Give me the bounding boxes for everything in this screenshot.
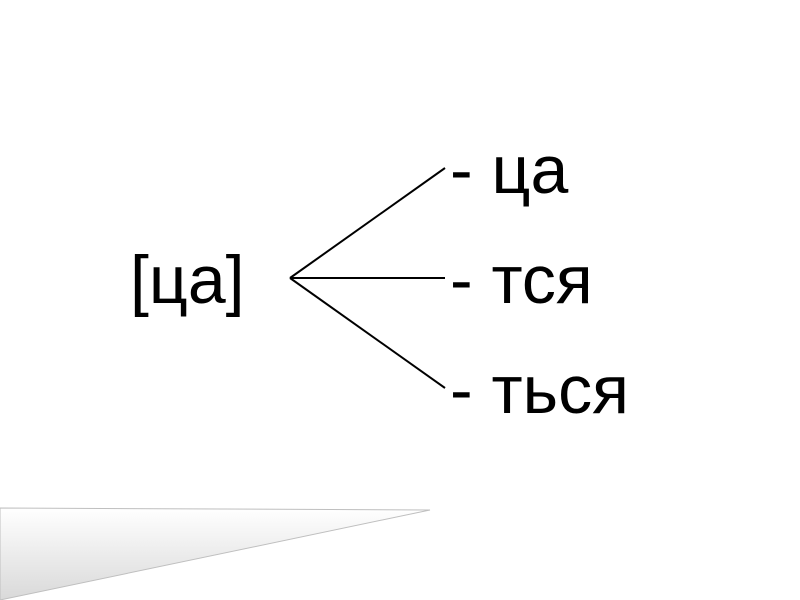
branch-connectors — [0, 0, 800, 600]
decorative-corner-triangle — [0, 0, 800, 600]
root-label: [ца] — [130, 246, 245, 314]
branch-label-1: - тся — [450, 246, 593, 314]
branch-label-2: - ться — [450, 356, 629, 424]
branch-label-0: - ца — [450, 136, 568, 204]
diagram-stage: [ца] - ца - тся - ться — [0, 0, 800, 600]
